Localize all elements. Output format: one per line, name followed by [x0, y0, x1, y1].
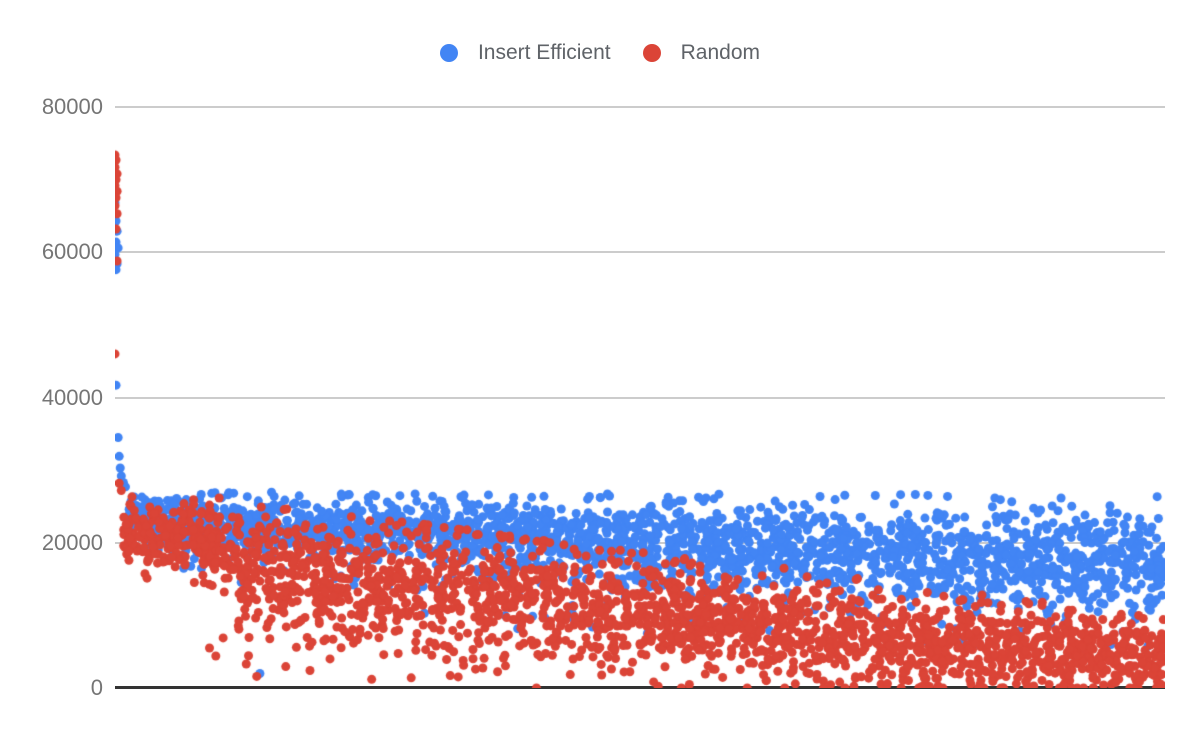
legend-marker-insert-efficient-icon: [439, 44, 458, 62]
y-axis-tick-label-80000: 80000: [41, 94, 103, 119]
y-axis-tick-label-60000: 60000: [41, 239, 103, 264]
legend-label-insert-efficient: Insert Efficient: [477, 41, 611, 64]
legend-item-insert-efficient: Insert Efficient: [439, 41, 611, 65]
y-axis-tick-label-20000: 20000: [41, 530, 103, 555]
scatter-points-canvas: [115, 97, 1165, 688]
legend-label-random: Random: [680, 41, 761, 64]
chart-legend: Insert Efficient Random: [0, 41, 1200, 65]
y-axis-tick-label-0: 0: [90, 675, 103, 700]
legend-marker-random-icon: [642, 44, 661, 62]
legend-item-random: Random: [642, 41, 761, 65]
y-axis-tick-label-40000: 40000: [41, 385, 103, 410]
